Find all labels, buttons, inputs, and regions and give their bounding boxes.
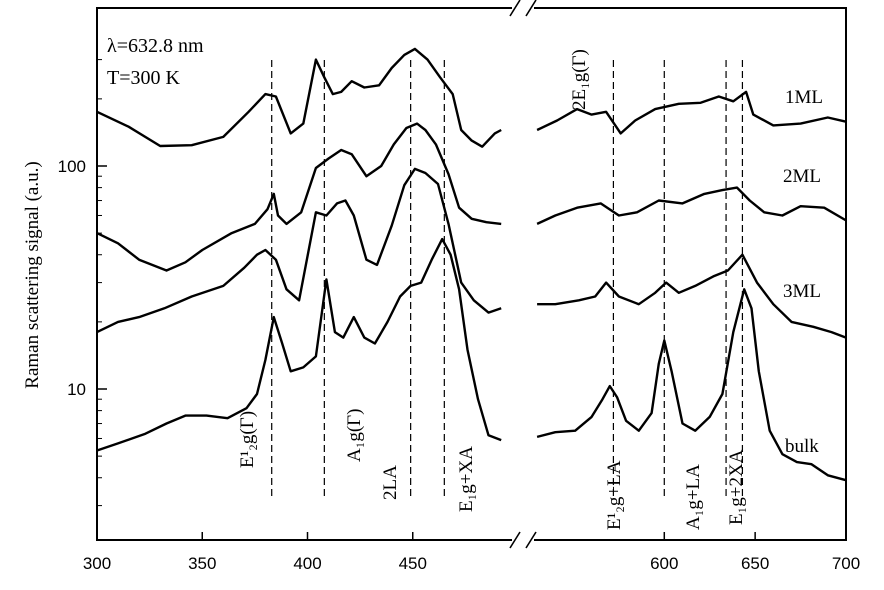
annotation-temperature: T=300 K: [107, 67, 180, 89]
peak-label-3: E₁g+XA: [456, 446, 477, 512]
series-label-bulk: bulk: [785, 436, 819, 457]
x-tick-label-600: 600: [650, 554, 678, 573]
x-tick-label-350: 350: [188, 554, 216, 573]
series-line-2ML-right: [536, 186, 847, 225]
axis-break-mark-bottom-0: [509, 531, 521, 549]
series-label-2ML: 2ML: [783, 166, 821, 187]
x-tick-label-700: 700: [832, 554, 860, 573]
y-tick-label-100: 100: [58, 157, 86, 176]
peak-label-2: 2LA: [380, 465, 401, 500]
series-line-1ML-left: [96, 47, 502, 148]
x-tick-label-300: 300: [83, 554, 111, 573]
y-axis-label: Raman scattering signal (a.u.): [22, 161, 43, 388]
axis-break-mark-bottom-1: [525, 531, 537, 549]
peak-label-5: E¹₂g+LA: [604, 460, 625, 530]
peak-label-6: A₁g+LA: [683, 464, 704, 530]
x-tick-label-650: 650: [741, 554, 769, 573]
peak-label-4: 2E₁g(Γ): [569, 49, 590, 110]
x-tick-label-450: 450: [399, 554, 427, 573]
peak-label-7: E₁g+2XA: [726, 449, 747, 525]
axis-break-gap-bottom: [512, 536, 534, 544]
peak-label-1: A₁g(Γ): [344, 409, 365, 462]
axis-break-mark-top-1: [525, 0, 537, 17]
axis-break-gap-top: [512, 5, 534, 12]
peak-label-0: E¹₂g(Γ): [237, 411, 258, 468]
annotation-wavelength: λ=632.8 nm: [107, 35, 204, 57]
series-line-3ML-left: [96, 167, 502, 334]
y-tick-label-10: 10: [67, 380, 86, 399]
series-label-1ML: 1ML: [785, 87, 823, 108]
series-line-bulk-right: [536, 288, 847, 482]
series-line-bulk-left: [96, 237, 502, 452]
axis-break-mark-top-0: [509, 0, 521, 17]
series-line-2ML-left: [96, 122, 502, 272]
series-line-1ML-right: [536, 90, 847, 135]
axis-break: [509, 0, 537, 549]
series-label-3ML: 3ML: [783, 281, 821, 302]
plot-frame: [96, 7, 847, 541]
series-line-3ML-right: [537, 253, 847, 339]
x-tick-label-400: 400: [293, 554, 321, 573]
